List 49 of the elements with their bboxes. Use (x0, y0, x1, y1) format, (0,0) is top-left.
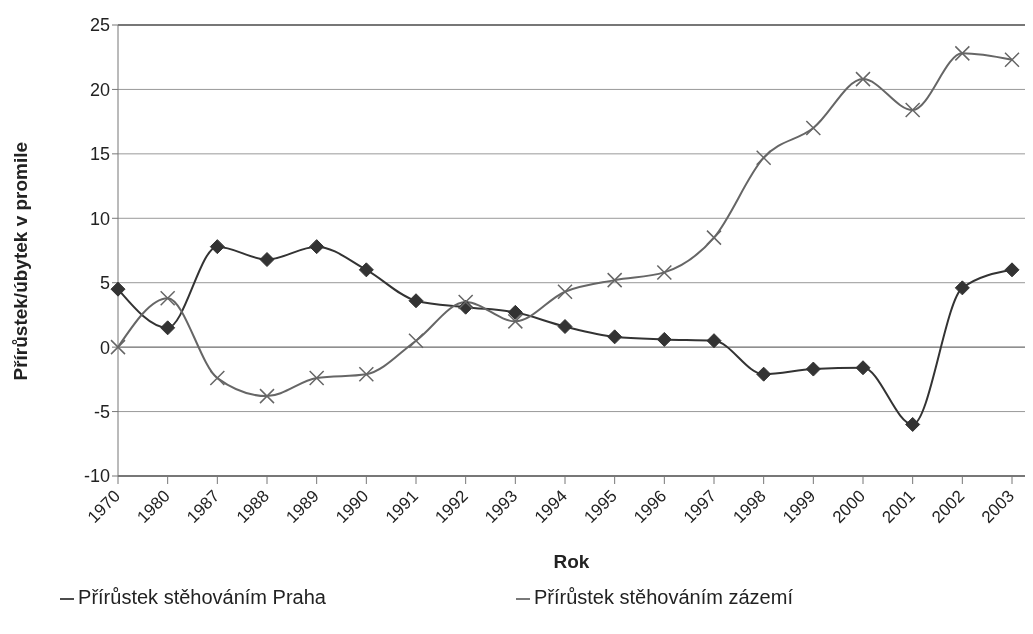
point (656, 331, 672, 347)
point (805, 361, 821, 377)
point (309, 239, 325, 255)
point (656, 264, 673, 281)
point (855, 360, 871, 376)
point (457, 294, 474, 310)
point (606, 272, 623, 288)
point (159, 290, 176, 306)
point (358, 366, 375, 382)
point (756, 366, 772, 382)
y-tick-label: -10 (83, 466, 110, 487)
legend-label: Přírůstek stěhováním Praha (78, 586, 326, 608)
point (209, 370, 226, 386)
y-tick-label: 20 (89, 79, 110, 100)
point (954, 45, 971, 62)
point (607, 329, 623, 345)
point (904, 102, 921, 118)
point (557, 283, 573, 300)
point (110, 339, 126, 355)
point (706, 229, 722, 246)
y-tick-label: 15 (89, 144, 110, 165)
point (110, 281, 126, 297)
y-tick-label: 25 (89, 15, 110, 36)
point (408, 332, 424, 349)
point (408, 293, 424, 309)
point (954, 280, 970, 296)
y-tick-label: 10 (89, 208, 110, 229)
point (1004, 52, 1020, 68)
point (358, 262, 374, 278)
point (507, 313, 524, 330)
point (160, 320, 176, 336)
point (905, 416, 921, 432)
point (259, 388, 275, 404)
y-tick-label: -5 (93, 401, 110, 422)
point (706, 333, 722, 349)
point (805, 120, 822, 136)
point (755, 149, 772, 166)
x-axis-title: Rok (553, 551, 590, 572)
point (855, 71, 871, 87)
y-axis-title: Přírůstek/úbytek v promile (9, 141, 31, 381)
point (209, 239, 225, 255)
y-tick-label: 0 (99, 337, 110, 358)
point (308, 370, 325, 386)
point (557, 319, 573, 335)
point (259, 252, 275, 268)
y-tick-label: 5 (99, 273, 110, 294)
point (507, 304, 523, 320)
point (1004, 262, 1020, 278)
legend-label: Přírůstek stěhováním zázemí (533, 586, 793, 608)
